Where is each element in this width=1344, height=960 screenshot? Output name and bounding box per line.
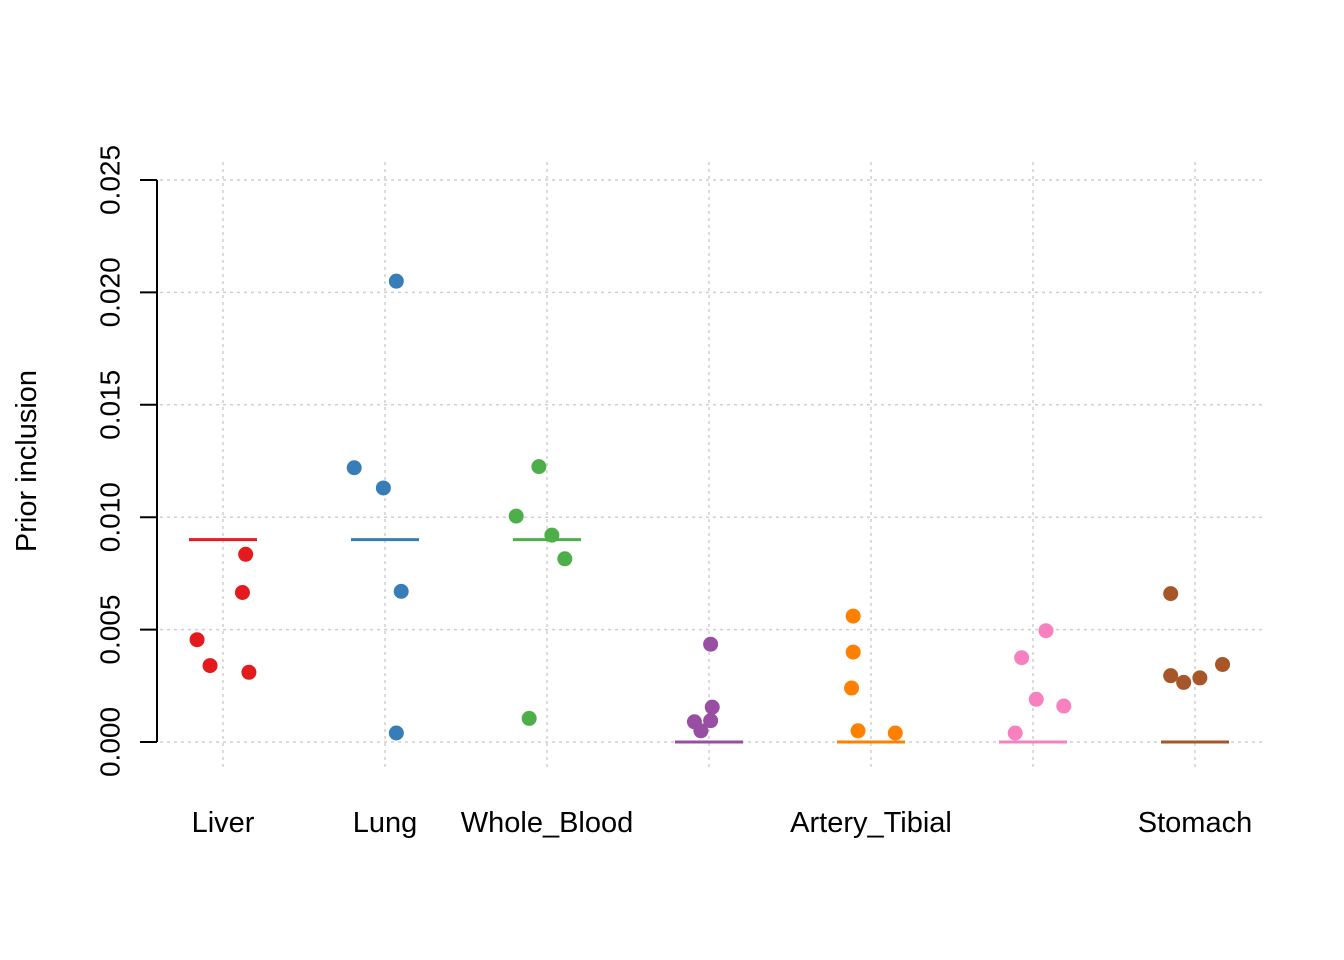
y-axis (140, 179, 158, 743)
data-point (202, 658, 218, 674)
data-point (703, 636, 719, 652)
category-label: Liver (192, 807, 255, 839)
data-point (234, 585, 250, 601)
y-axis-title: Prior inclusion (11, 370, 43, 552)
data-point (1028, 691, 1044, 707)
data-point (508, 508, 524, 524)
data-point (703, 713, 719, 729)
y-tick-label: 0.025 (95, 145, 126, 215)
data-point (557, 551, 573, 567)
data-point (1163, 586, 1179, 602)
data-point (544, 527, 560, 543)
data-point (1007, 725, 1023, 741)
y-tick-label: 0.010 (95, 482, 126, 552)
data-point (845, 608, 861, 624)
data-point (845, 644, 861, 660)
data-point (375, 480, 391, 496)
data-point (844, 680, 860, 696)
y-tick-label: 0.020 (95, 257, 126, 327)
data-point (887, 725, 903, 741)
data-point (850, 723, 866, 739)
category-label: Lung (353, 807, 418, 839)
data-point (531, 459, 547, 475)
category-label: Whole_Blood (461, 807, 634, 839)
data-point (521, 710, 537, 726)
data-point (1014, 650, 1030, 666)
data-points (189, 273, 1231, 741)
category-label: Artery_Tibial (790, 807, 952, 839)
data-point (241, 664, 257, 680)
mean-lines (189, 538, 1229, 744)
data-point (393, 583, 409, 599)
data-point (346, 460, 362, 476)
grid (160, 162, 1265, 768)
data-point (189, 632, 205, 648)
y-tick-labels: 0.000 0.005 0.010 0.015 0.020 0.025 (95, 145, 126, 777)
data-point (388, 273, 404, 289)
data-point (1215, 656, 1231, 672)
y-tick-label: 0.005 (95, 595, 126, 665)
data-point (1038, 623, 1054, 639)
y-tick-label: 0.000 (95, 707, 126, 777)
category-labels: Liver Lung Whole_Blood Artery_Tibial Stomach (192, 807, 1253, 839)
data-point (1056, 698, 1072, 714)
data-point (1176, 674, 1192, 690)
data-point (1192, 670, 1208, 686)
y-tick-label: 0.015 (95, 370, 126, 440)
data-point (388, 725, 404, 741)
category-label: Stomach (1138, 807, 1252, 839)
data-point (238, 546, 254, 562)
data-point (693, 723, 709, 739)
data-point (1163, 668, 1179, 684)
data-point (704, 699, 720, 715)
